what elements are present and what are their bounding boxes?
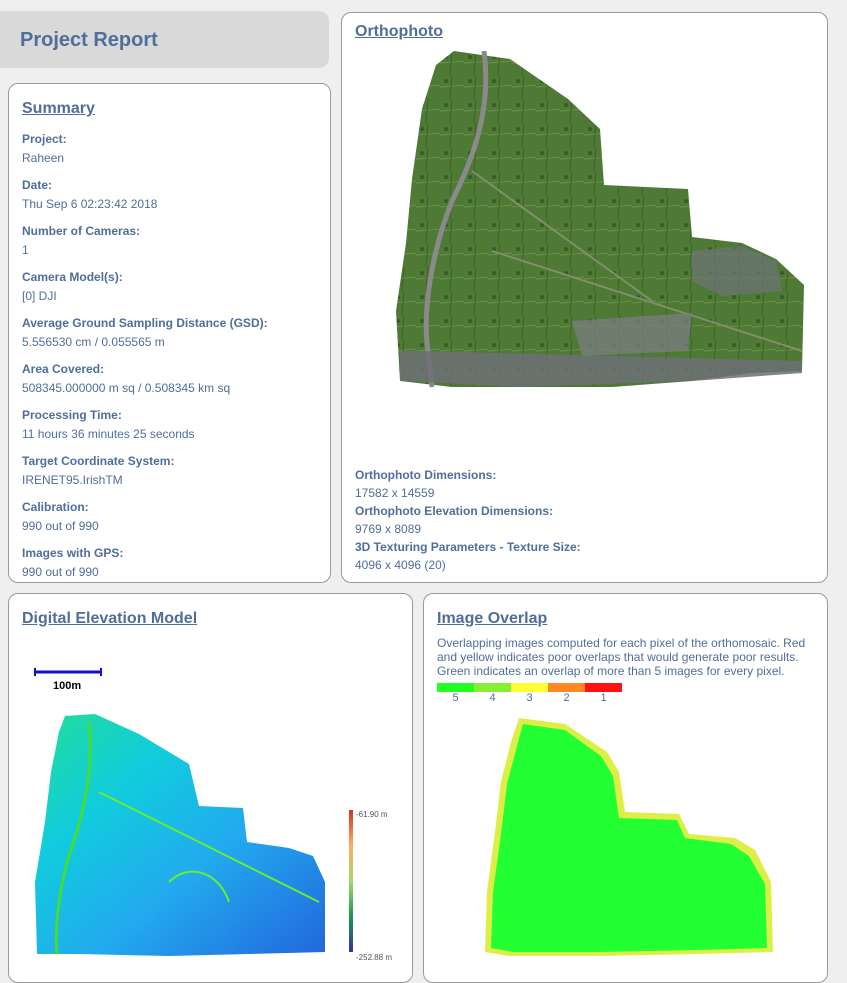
field-label: Camera Model(s):: [22, 270, 123, 284]
field-value: 508345.000000 m sq / 0.508345 km sq: [22, 381, 231, 395]
field-label: Processing Time:: [22, 408, 122, 422]
field: Number of Cameras: 1: [22, 224, 317, 257]
field-label: 3D Texturing Parameters - Texture Size:: [355, 540, 581, 554]
field: Calibration: 990 out of 990: [22, 500, 317, 533]
overlap-image: [485, 718, 773, 956]
dem-panel: Digital Elevation Model 100m: [8, 593, 413, 983]
field-label: Orthophoto Elevation Dimensions:: [355, 504, 554, 518]
field-label: Average Ground Sampling Distance (GSD):: [22, 316, 268, 330]
report-header: Project Report: [0, 11, 329, 68]
field: Project: Raheen: [22, 132, 317, 165]
field: Average Ground Sampling Distance (GSD): 5…: [22, 316, 317, 349]
legend-label: 2: [563, 692, 570, 704]
legend-swatch: [585, 683, 622, 692]
field-value: Thu Sep 6 02:23:42 2018: [22, 197, 158, 211]
field-value: 17582 x 14559: [355, 486, 435, 500]
overlap-legend-labels: 5 4 3 2 1: [437, 692, 814, 704]
field-value: 1: [22, 243, 29, 257]
legend-swatch: [548, 683, 585, 692]
field-value: 5.556530 cm / 0.055565 m: [22, 335, 165, 349]
scale-bar: 100m: [34, 668, 102, 692]
dem-image: 100m -61.90 m -252.88 m: [34, 668, 392, 962]
legend-label: 3: [526, 692, 533, 704]
legend-label: 5: [452, 692, 459, 704]
field: Images with GPS: 990 out of 990: [22, 546, 317, 579]
summary-fields: Project: Raheen Date: Thu Sep 6 02:23:42 20…: [22, 132, 317, 579]
field: Target Coordinate System: IRENET95.IrishT…: [22, 454, 317, 487]
legend-label: 1: [600, 692, 607, 704]
legend-swatch: [437, 683, 474, 692]
field-value: 11 hours 36 minutes 25 seconds: [22, 427, 195, 441]
field-value: 4096 x 4096 (20): [355, 558, 446, 572]
field: Orthophoto Elevation Dimensions: 9769 x 8…: [355, 504, 581, 536]
field-label: Orthophoto Dimensions:: [355, 468, 497, 482]
colorbar-max-label: -61.90 m: [356, 810, 388, 819]
overlap-legend: [437, 683, 814, 692]
orthophoto-heading[interactable]: Orthophoto: [355, 23, 443, 40]
overlap-description: Overlapping images computed for each pix…: [437, 636, 806, 678]
field-label: Date:: [22, 178, 53, 192]
field-value: 9769 x 8089: [355, 522, 422, 536]
orthophoto-image: [396, 51, 804, 388]
orthophoto-panel: Orthophoto Orthophoto Dimensions: 17582 x…: [341, 12, 828, 583]
legend-swatch: [474, 683, 511, 692]
field: 3D Texturing Parameters - Texture Size: 4…: [355, 540, 581, 572]
field-value: IRENET95.IrishTM: [22, 473, 123, 487]
field-label: Target Coordinate System:: [22, 454, 175, 468]
field-label: Number of Cameras:: [22, 224, 141, 238]
field-value: 990 out of 990: [22, 519, 99, 533]
field-label: Images with GPS:: [22, 546, 124, 560]
field: Camera Model(s): [0] DJI: [22, 270, 317, 303]
field-value: Raheen: [22, 151, 65, 165]
field: Date: Thu Sep 6 02:23:42 2018: [22, 178, 317, 211]
overlap-heading[interactable]: Image Overlap: [437, 610, 548, 627]
page-title: Project Report: [20, 29, 158, 51]
dem-heading[interactable]: Digital Elevation Model: [22, 610, 198, 627]
field: Area Covered: 508345.000000 m sq / 0.5083…: [22, 362, 317, 395]
field: Processing Time: 11 hours 36 minutes 25 s…: [22, 408, 317, 441]
field-value: 990 out of 990: [22, 565, 99, 579]
overlap-panel: Image Overlap Overlapping images compute…: [423, 593, 828, 983]
orthophoto-info: Orthophoto Dimensions: 17582 x 14559 Ortho…: [355, 468, 581, 576]
field-label: Calibration:: [22, 500, 89, 514]
field-value: [0] DJI: [22, 289, 57, 303]
summary-panel: Summary Project: Raheen Date: Thu Sep 6 02:…: [8, 83, 331, 583]
summary-heading[interactable]: Summary: [22, 100, 95, 117]
field: Orthophoto Dimensions: 17582 x 14559: [355, 468, 581, 500]
colorbar-min-label: -252.88 m: [356, 953, 392, 962]
field-label: Area Covered:: [22, 362, 105, 376]
scale-label: 100m: [53, 680, 81, 692]
legend-swatch: [511, 683, 548, 692]
legend-label: 4: [489, 692, 496, 704]
field-label: Project:: [22, 132, 67, 146]
